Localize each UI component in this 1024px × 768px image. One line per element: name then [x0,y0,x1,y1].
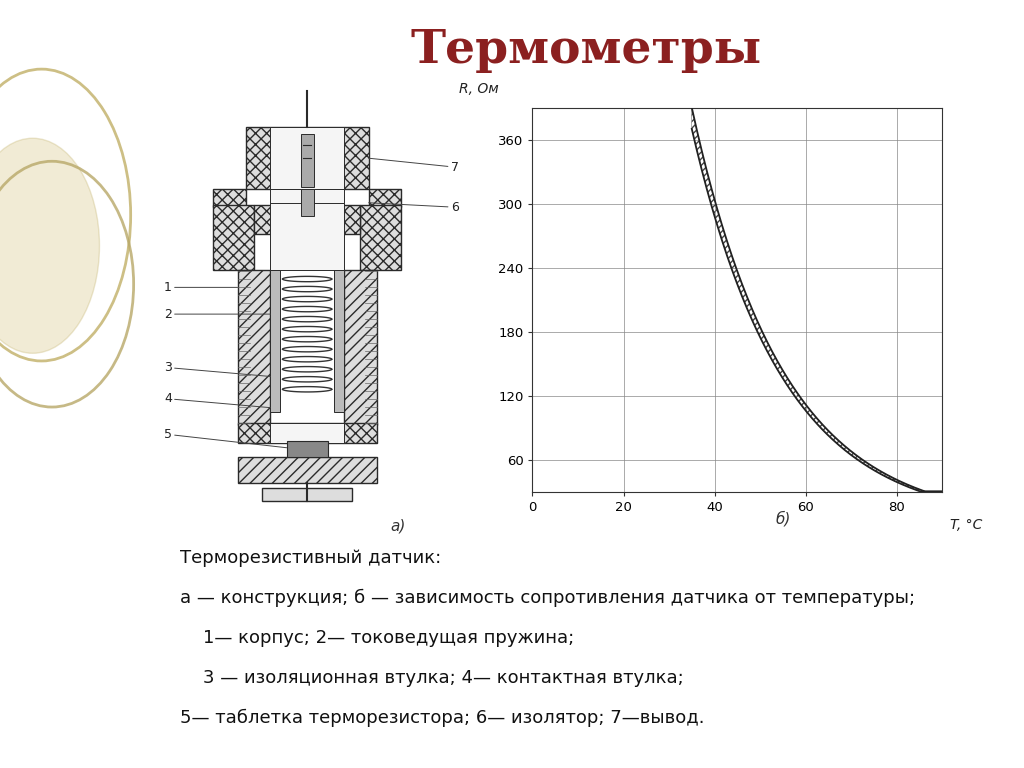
Bar [287,441,328,457]
Bar [213,205,254,270]
Bar [238,457,377,483]
Bar [270,203,344,270]
Bar [270,270,281,412]
Bar [238,423,377,443]
Polygon shape [213,190,246,207]
Bar [254,205,360,234]
Text: 1— корпус; 2— токоведущая пружина;: 1— корпус; 2— токоведущая пружина; [158,629,574,647]
Text: а): а) [390,518,406,534]
Bar [262,488,352,502]
Bar [301,190,313,216]
Text: а — конструкция; б — зависимость сопротивления датчика от температуры;: а — конструкция; б — зависимость сопроти… [158,589,915,607]
Text: б): б) [775,511,791,526]
Text: 1: 1 [164,281,238,294]
Text: 3: 3 [164,361,270,376]
Bar [270,423,344,443]
Bar [301,134,313,187]
Text: 5— таблетка терморезистора; 6— изолятор; 7—вывод.: 5— таблетка терморезистора; 6— изолятор;… [158,709,705,727]
Text: 6: 6 [369,200,459,214]
Text: R, Ом: R, Ом [459,82,499,96]
Bar [270,127,344,190]
Text: Термометры: Термометры [411,27,762,73]
Text: 3 — изоляционная втулка; 4— контактная втулка;: 3 — изоляционная втулка; 4— контактная в… [158,669,684,687]
Text: 5: 5 [164,428,287,448]
Polygon shape [369,190,401,207]
Ellipse shape [0,138,99,353]
Bar [360,205,401,270]
Bar [246,127,369,190]
Bar [334,270,344,412]
Bar [238,270,270,425]
Text: 4: 4 [164,392,270,408]
Bar [270,190,344,207]
Text: 7: 7 [369,158,459,174]
Bar [344,270,377,425]
Text: 2: 2 [164,308,270,320]
Text: T, °C: T, °C [950,518,983,532]
Text: Терморезистивный датчик:: Терморезистивный датчик: [158,549,441,567]
